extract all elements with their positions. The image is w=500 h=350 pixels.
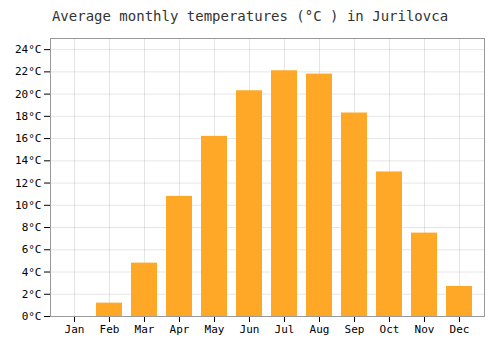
svg-text:Jan: Jan [65,323,85,336]
svg-text:Sep: Sep [345,323,365,336]
svg-text:0°C: 0°C [22,310,42,323]
svg-text:May: May [205,323,225,336]
svg-text:6°C: 6°C [22,243,42,256]
svg-text:10°C: 10°C [15,199,42,212]
svg-text:Jul: Jul [275,323,295,336]
svg-text:2°C: 2°C [22,288,42,301]
svg-text:16°C: 16°C [15,132,42,145]
svg-text:4°C: 4°C [22,266,42,279]
svg-text:12°C: 12°C [15,177,42,190]
svg-text:8°C: 8°C [22,221,42,234]
svg-text:22°C: 22°C [15,65,42,78]
svg-text:18°C: 18°C [15,110,42,123]
svg-text:Mar: Mar [135,323,155,336]
svg-text:Oct: Oct [380,323,400,336]
svg-text:Dec: Dec [450,323,470,336]
svg-text:Apr: Apr [170,323,190,336]
svg-text:Nov: Nov [415,323,435,336]
svg-text:20°C: 20°C [15,88,42,101]
svg-text:14°C: 14°C [15,154,42,167]
svg-text:Feb: Feb [100,323,120,336]
svg-text:24°C: 24°C [15,43,42,56]
svg-text:Jun: Jun [240,323,260,336]
html-text:Average monthly temperatures (: Average monthly temperatures (°C ) in Ju… [51,8,449,24]
svg-text:Aug: Aug [310,323,330,336]
